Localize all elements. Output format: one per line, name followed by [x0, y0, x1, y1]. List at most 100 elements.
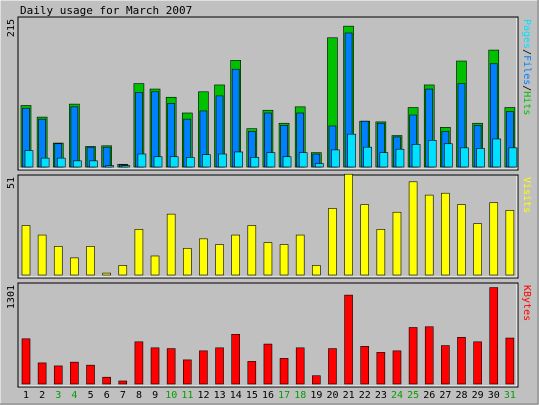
- kbytes-bar: [457, 336, 466, 385]
- y-max-label: 215: [6, 19, 17, 37]
- kbytes-bar: [408, 327, 418, 385]
- panel-2: 51 Visits: [6, 173, 532, 279]
- kbytes-bar: [70, 361, 79, 385]
- kbytes-bar: [344, 294, 353, 385]
- visits-bar: [199, 238, 208, 276]
- visits-bar: [328, 208, 337, 276]
- visits-bar: [279, 244, 289, 276]
- pages-bar: [153, 156, 163, 168]
- legend-entry-pages: Pages: [521, 19, 532, 49]
- pages-bar: [427, 140, 437, 168]
- pages-bar: [202, 154, 211, 168]
- pages-bar: [298, 152, 308, 168]
- pages-bar: [218, 153, 227, 168]
- day-label: 2: [39, 390, 45, 401]
- day-label: 24: [391, 390, 403, 401]
- visits-bar: [457, 204, 466, 276]
- kbytes-bar: [441, 345, 450, 385]
- day-label: 1: [23, 390, 29, 401]
- kbytes-bar: [53, 365, 63, 385]
- visits-bar: [312, 265, 321, 276]
- pages-bar: [444, 143, 453, 168]
- pages-bar: [508, 147, 518, 168]
- day-label: 10: [165, 390, 177, 401]
- kbytes-bar: [505, 337, 515, 385]
- visits-bar: [150, 255, 160, 276]
- visits-bar: [86, 246, 95, 276]
- day-label: 13: [214, 390, 226, 401]
- visits-bar: [344, 173, 353, 276]
- kbytes-bar: [295, 347, 305, 385]
- visits-bar: [376, 229, 386, 276]
- day-label: 4: [71, 390, 77, 401]
- chart-panels: 215 Pages/Files/Hits 51 Visits 1301 KBytes: [6, 16, 532, 388]
- kbytes-bar: [182, 359, 192, 385]
- day-label: 22: [359, 390, 371, 401]
- panel-1: 215 Pages/Files/Hits: [6, 16, 532, 171]
- visits-bar: [37, 234, 47, 276]
- day-label: 11: [181, 390, 193, 401]
- kbytes-bar: [199, 350, 208, 385]
- visits-bar: [247, 225, 257, 276]
- legend-entry-kbytes: KBytes: [521, 285, 532, 321]
- visits-bar: [424, 194, 434, 276]
- visits-bar: [473, 223, 482, 276]
- kbytes-bar: [328, 348, 337, 385]
- kbytes-bar: [312, 375, 321, 385]
- panel-legend: Pages/Files/Hits: [521, 19, 532, 115]
- day-label: 12: [197, 390, 209, 401]
- kbytes-bar: [392, 350, 402, 385]
- kbytes-bar: [150, 347, 160, 385]
- pages-bar: [24, 150, 34, 168]
- visits-bar: [182, 248, 192, 276]
- pages-bar: [266, 152, 276, 168]
- kbytes-bar: [215, 347, 224, 385]
- legend-separator: /: [521, 49, 532, 55]
- pages-bar: [282, 156, 292, 168]
- y-max-label: 51: [6, 177, 17, 189]
- kbytes-bar: [102, 376, 111, 385]
- day-label: 14: [230, 390, 242, 401]
- day-label: 19: [310, 390, 322, 401]
- files-bar: [70, 106, 79, 168]
- pages-bar: [395, 148, 405, 168]
- visits-bar: [134, 229, 144, 276]
- kbytes-bar: [37, 362, 47, 385]
- day-label: 18: [294, 390, 306, 401]
- kbytes-bar: [21, 338, 31, 385]
- pages-bar: [137, 153, 147, 168]
- visits-bar: [102, 272, 111, 276]
- panel-3: 1301 KBytes: [6, 282, 532, 388]
- pages-bar: [234, 151, 243, 168]
- day-label: 16: [262, 390, 274, 401]
- y-max-label: 1301: [6, 285, 17, 309]
- day-label: 6: [104, 390, 110, 401]
- kbytes-bar: [376, 352, 386, 385]
- kbytes-bar: [86, 364, 95, 385]
- kbytes-bar: [424, 326, 434, 385]
- day-label: 26: [423, 390, 435, 401]
- visits-bar: [21, 225, 31, 276]
- day-label: 27: [439, 390, 451, 401]
- day-label: 9: [152, 390, 158, 401]
- visits-bar: [53, 246, 63, 276]
- day-label: 15: [246, 390, 258, 401]
- day-label: 28: [456, 390, 468, 401]
- day-label: 5: [88, 390, 94, 401]
- day-label: 29: [472, 390, 484, 401]
- panel-legend: KBytes: [521, 285, 532, 321]
- visits-bar: [118, 265, 128, 276]
- kbytes-bar: [118, 380, 128, 385]
- day-label: 25: [407, 390, 419, 401]
- kbytes-bar: [473, 341, 482, 385]
- kbytes-bar: [263, 343, 273, 385]
- pages-bar: [492, 138, 502, 168]
- visits-bar: [263, 242, 273, 276]
- visits-bar: [489, 202, 499, 276]
- files-bar: [102, 146, 111, 168]
- day-label: 8: [136, 390, 142, 401]
- kbytes-bar: [247, 361, 257, 385]
- chart-title: Daily usage for March 2007: [20, 4, 192, 17]
- kbytes-bar: [489, 287, 499, 385]
